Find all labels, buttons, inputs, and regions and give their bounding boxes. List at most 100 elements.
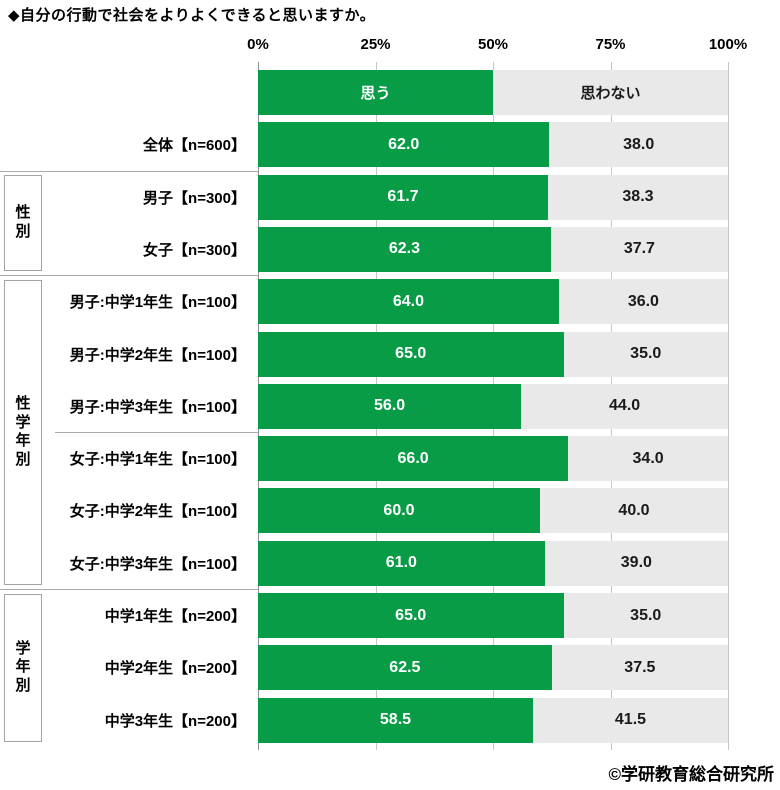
separator-line: [0, 589, 258, 590]
legend-agree-label: 思う: [360, 85, 391, 102]
gridline: [728, 62, 729, 750]
bar-agree-segment: 66.0: [258, 436, 569, 482]
bar-agree-value: 61.7: [387, 188, 419, 206]
group-label: 年: [15, 658, 31, 676]
bar-disagree-segment: 37.5: [551, 645, 728, 691]
bar-agree-value: 60.0: [383, 501, 415, 519]
bar-disagree-segment: 35.0: [563, 593, 728, 638]
group-box: 性別: [4, 175, 42, 272]
bar-disagree-segment: 35.0: [563, 331, 728, 377]
separator-line: [55, 432, 258, 433]
legend-disagree-label: 思わない: [580, 85, 641, 102]
chart-row: 65.0 35.0: [258, 593, 728, 638]
x-axis-tick-label: 50%: [477, 36, 509, 53]
copyright-footer: ©学研教育総合研究所: [608, 765, 774, 784]
bar-agree-segment: 64.0: [258, 279, 559, 325]
bar-agree-value: 61.0: [385, 554, 417, 572]
bar-disagree-value: 38.3: [622, 188, 654, 206]
chart-row: 61.0 39.0: [258, 540, 728, 586]
chart-row: 62.5 37.5: [258, 645, 728, 691]
row-label: 中学1年生【n=200】: [104, 608, 246, 625]
bar-disagree-segment: 34.0: [568, 436, 728, 482]
row-label: 中学2年生【n=200】: [104, 660, 246, 678]
legend-bar: 思う 思わない: [258, 70, 728, 115]
chart-row: 61.7 38.3: [258, 174, 728, 220]
bar-agree-segment: 60.0: [258, 488, 540, 534]
bar-disagree-segment: 41.5: [532, 697, 728, 743]
chart-row: 65.0 35.0: [258, 331, 728, 377]
bar-agree-segment: 62.0: [258, 122, 550, 168]
bar-agree-segment: 61.7: [258, 174, 548, 220]
bar-disagree-value: 37.5: [624, 658, 656, 676]
bar-agree-value: 56.0: [374, 397, 406, 415]
x-axis-tick-label: 100%: [708, 36, 748, 53]
bar-disagree-value: 34.0: [632, 449, 664, 467]
bar-agree-segment: 61.0: [258, 540, 545, 586]
bar-disagree-value: 37.7: [623, 240, 655, 258]
chart-row: 62.3 37.7: [258, 226, 728, 272]
bar-disagree-value: 41.5: [614, 711, 647, 729]
bar-disagree-segment: 37.7: [550, 226, 728, 272]
group-label: 年: [15, 432, 31, 450]
group-label: 性: [15, 394, 31, 412]
bar-agree-value: 62.3: [388, 240, 420, 258]
row-label: 男子:中学2年生【n=100】: [69, 346, 246, 364]
bar-agree-value: 62.5: [389, 658, 421, 676]
row-label: 中学3年生【n=200】: [104, 712, 246, 730]
group-label: 別: [15, 451, 31, 469]
bar-agree-value: 64.0: [392, 292, 424, 310]
row-label: 女子:中学3年生【n=100】: [69, 555, 246, 573]
bar-disagree-value: 40.0: [618, 501, 650, 519]
row-label: 男子:中学1年生【n=100】: [69, 294, 246, 312]
group-label: 別: [15, 677, 31, 695]
bar-disagree-segment: 38.3: [547, 174, 728, 220]
bar-agree-segment: 65.0: [258, 593, 564, 638]
chart-row: 60.0 40.0: [258, 488, 728, 534]
bar-disagree-segment: 40.0: [540, 488, 728, 534]
bar-disagree-segment: 38.0: [549, 122, 728, 168]
bar-agree-value: 66.0: [397, 449, 429, 467]
row-label: 女子【n=300】: [143, 241, 246, 259]
group-label: 性: [15, 204, 31, 222]
bar-disagree-value: 35.0: [630, 345, 662, 362]
chart-row: 56.0 44.0: [258, 383, 728, 429]
chart-row: 64.0 36.0: [258, 279, 728, 325]
chart-row: 66.0 34.0: [258, 436, 728, 482]
row-label: 女子:中学2年生【n=100】: [69, 503, 246, 521]
bar-disagree-value: 36.0: [627, 292, 659, 310]
x-axis-tick-label: 25%: [360, 36, 391, 53]
bar-disagree-value: 44.0: [609, 397, 641, 415]
bar-agree-segment: 62.5: [258, 645, 552, 691]
group-label: 学: [15, 413, 31, 431]
row-label: 男子【n=300】: [143, 189, 246, 207]
x-axis-tick-label: 75%: [595, 36, 626, 53]
legend-agree-segment: 思う: [258, 70, 493, 115]
row-label: 全体【n=600】: [143, 137, 246, 155]
bar-disagree-segment: 44.0: [521, 383, 728, 429]
separator-line: [0, 171, 258, 172]
bar-agree-segment: 58.5: [258, 697, 533, 743]
bar-agree-segment: 62.3: [258, 226, 551, 272]
legend-disagree-segment: 思わない: [493, 70, 728, 115]
bar-disagree-value: 39.0: [620, 554, 652, 572]
bar-agree-value: 62.0: [388, 135, 420, 153]
bar-agree-segment: 65.0: [258, 331, 564, 377]
group-box: 性学年別: [4, 279, 42, 586]
bar-agree-value: 58.5: [379, 711, 412, 729]
group-box: 学年別: [4, 593, 42, 743]
group-label: 学: [15, 639, 31, 657]
row-label: 女子:中学1年生【n=100】: [69, 451, 246, 469]
chart-row: 62.0 38.0: [258, 122, 728, 168]
bar-agree-segment: 56.0: [258, 383, 522, 429]
chart-row: 58.5 41.5: [258, 697, 728, 743]
separator-line: [0, 275, 258, 276]
row-label: 男子:中学3年生【n=100】: [69, 398, 246, 416]
bar-disagree-segment: 36.0: [558, 279, 728, 325]
bar-disagree-segment: 39.0: [544, 540, 728, 586]
group-label: 別: [15, 223, 31, 241]
chart-title: ◆自分の行動で社会をよりよくできると思いますか。: [8, 7, 376, 24]
bar-agree-value: 65.0: [395, 606, 427, 624]
x-axis-tick-label: 0%: [247, 36, 269, 53]
bar-agree-value: 65.0: [395, 345, 427, 362]
